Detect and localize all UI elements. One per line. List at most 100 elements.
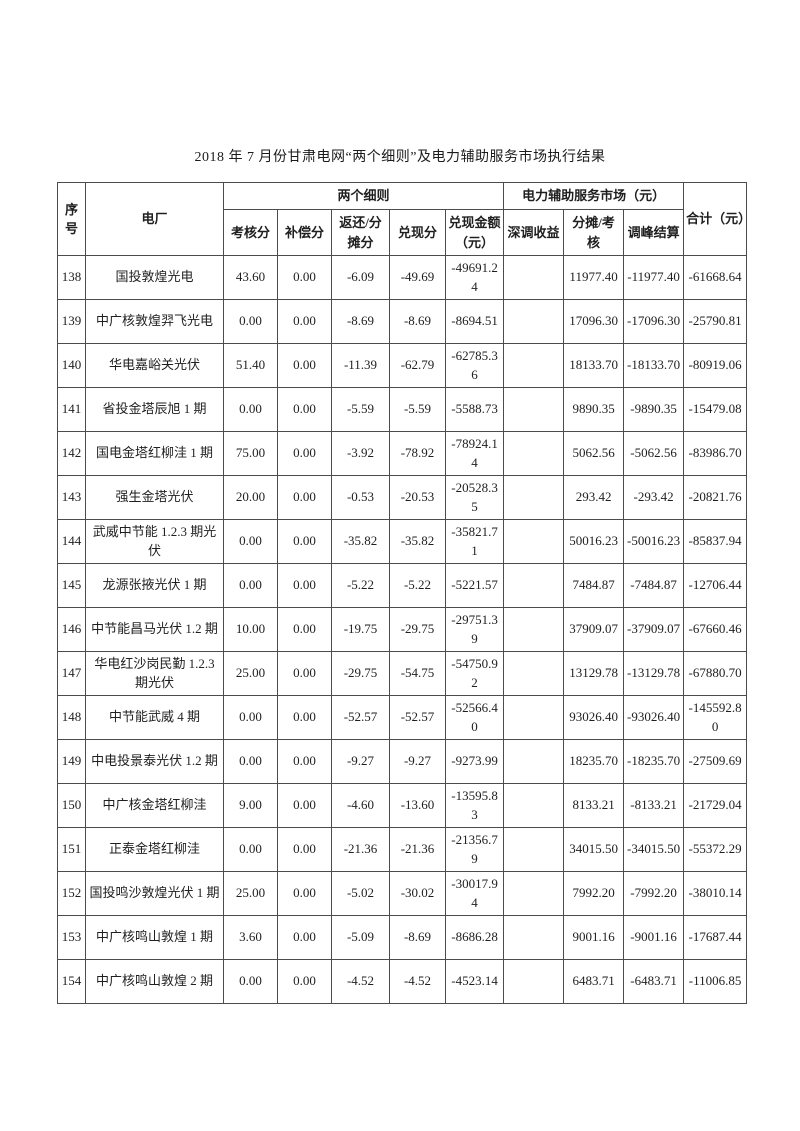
cell-cash-score: -62.79	[389, 343, 446, 388]
cell-share-assessment: 37909.07	[563, 607, 625, 652]
cell-refund-share-score: -8.69	[331, 299, 390, 344]
cell-assessment-score: 0.00	[223, 827, 278, 872]
cell-compensation-score: 0.00	[277, 563, 332, 608]
cell-plant: 华电嘉峪关光伏	[85, 343, 224, 388]
cell-refund-share-score: -21.36	[331, 827, 390, 872]
cell-share-assessment: 7484.87	[563, 563, 625, 608]
cell-total: -38010.14	[683, 871, 748, 916]
cell-plant: 中节能武威 4 期	[85, 695, 224, 740]
cell-refund-share-score: -3.92	[331, 431, 390, 476]
cell-share-assessment: 18133.70	[563, 343, 625, 388]
table-row: 153 中广核鸣山敦煌 1 期 3.60 0.00 -5.09 -8.69 -8686.28…	[57, 915, 748, 960]
cell-total: -21729.04	[683, 783, 748, 828]
cell-compensation-score: 0.00	[277, 783, 332, 828]
cell-seq: 146	[57, 607, 86, 652]
cell-deep-regulation-income	[503, 299, 565, 344]
cell-assessment-score: 25.00	[223, 651, 278, 696]
cell-cash-score: -8.69	[389, 299, 446, 344]
cell-assessment-score: 0.00	[223, 519, 278, 564]
header-peak-settlement: 调峰结算	[623, 209, 685, 256]
header-compensation-score: 补偿分	[277, 209, 332, 256]
cell-deep-regulation-income	[503, 563, 565, 608]
cell-assessment-score: 25.00	[223, 871, 278, 916]
cell-cash-amount: -52566.40	[444, 695, 505, 740]
cell-cash-score: -4.52	[389, 959, 446, 1004]
cell-deep-regulation-income	[503, 431, 565, 476]
cell-compensation-score: 0.00	[277, 871, 332, 916]
cell-compensation-score: 0.00	[277, 695, 332, 740]
table-row: 151 正泰金塔红柳洼 0.00 0.00 -21.36 -21.36 -21356.79 3…	[57, 827, 748, 872]
cell-deep-regulation-income	[503, 915, 565, 960]
cell-deep-regulation-income	[503, 695, 565, 740]
cell-cash-amount: -8686.28	[444, 915, 505, 960]
cell-peak-settlement: -50016.23	[623, 519, 685, 564]
cell-total: -27509.69	[683, 739, 748, 784]
table-row: 152 国投鸣沙敦煌光伏 1 期 25.00 0.00 -5.02 -30.02 -3001…	[57, 871, 748, 916]
cell-cash-score: -54.75	[389, 651, 446, 696]
cell-seq: 141	[57, 387, 86, 432]
cell-cash-amount: -5588.73	[444, 387, 505, 432]
document-title: 2018 年 7 月份甘肃电网“两个细则”及电力辅助服务市场执行结果	[194, 150, 606, 165]
cell-refund-share-score: -0.53	[331, 475, 390, 520]
cell-plant: 省投金塔辰旭 1 期	[85, 387, 224, 432]
cell-peak-settlement: -37909.07	[623, 607, 685, 652]
cell-cash-amount: -49691.24	[444, 255, 505, 300]
cell-peak-settlement: -6483.71	[623, 959, 685, 1004]
cell-cash-score: -8.69	[389, 915, 446, 960]
cell-seq: 140	[57, 343, 86, 388]
cell-cash-amount: -29751.39	[444, 607, 505, 652]
header-assessment-score: 考核分	[223, 209, 278, 256]
cell-seq: 148	[57, 695, 86, 740]
cell-total: -83986.70	[683, 431, 748, 476]
cell-refund-share-score: -5.22	[331, 563, 390, 608]
cell-plant: 国电金塔红柳洼 1 期	[85, 431, 224, 476]
cell-deep-regulation-income	[503, 827, 565, 872]
cell-compensation-score: 0.00	[277, 475, 332, 520]
cell-plant: 中节能昌马光伏 1.2 期	[85, 607, 224, 652]
cell-peak-settlement: -18235.70	[623, 739, 685, 784]
cell-seq: 152	[57, 871, 86, 916]
cell-assessment-score: 75.00	[223, 431, 278, 476]
cell-share-assessment: 9001.16	[563, 915, 625, 960]
cell-plant: 中广核鸣山敦煌 1 期	[85, 915, 224, 960]
cell-refund-share-score: -5.59	[331, 387, 390, 432]
cell-total: -12706.44	[683, 563, 748, 608]
cell-seq: 154	[57, 959, 86, 1004]
header-total: 合计（元）	[683, 182, 748, 256]
cell-cash-amount: -20528.35	[444, 475, 505, 520]
cell-deep-regulation-income	[503, 651, 565, 696]
cell-compensation-score: 0.00	[277, 959, 332, 1004]
cell-cash-amount: -21356.79	[444, 827, 505, 872]
cell-plant: 华电红沙岗民勤 1.2.3 期光伏	[85, 651, 224, 696]
cell-cash-score: -5.59	[389, 387, 446, 432]
cell-deep-regulation-income	[503, 871, 565, 916]
cell-seq: 138	[57, 255, 86, 300]
cell-seq: 145	[57, 563, 86, 608]
cell-compensation-score: 0.00	[277, 343, 332, 388]
cell-compensation-score: 0.00	[277, 607, 332, 652]
cell-share-assessment: 17096.30	[563, 299, 625, 344]
cell-peak-settlement: -7992.20	[623, 871, 685, 916]
cell-total: -80919.06	[683, 343, 748, 388]
cell-refund-share-score: -11.39	[331, 343, 390, 388]
cell-refund-share-score: -5.09	[331, 915, 390, 960]
cell-peak-settlement: -9001.16	[623, 915, 685, 960]
cell-assessment-score: 10.00	[223, 607, 278, 652]
cell-refund-share-score: -4.52	[331, 959, 390, 1004]
cell-peak-settlement: -293.42	[623, 475, 685, 520]
cell-compensation-score: 0.00	[277, 915, 332, 960]
cell-seq: 151	[57, 827, 86, 872]
cell-cash-score: -49.69	[389, 255, 446, 300]
cell-cash-score: -78.92	[389, 431, 446, 476]
cell-cash-amount: -5221.57	[444, 563, 505, 608]
cell-share-assessment: 50016.23	[563, 519, 625, 564]
table-row: 144 武威中节能 1.2.3 期光伏 0.00 0.00 -35.82 -35.82 -3…	[57, 519, 748, 564]
table-row: 149 中电投景泰光伏 1.2 期 0.00 0.00 -9.27 -9.27 -9273.…	[57, 739, 748, 784]
header-refund-share-score: 返还/分摊分	[331, 209, 390, 256]
cell-deep-regulation-income	[503, 607, 565, 652]
cell-assessment-score: 0.00	[223, 299, 278, 344]
cell-total: -25790.81	[683, 299, 748, 344]
cell-peak-settlement: -13129.78	[623, 651, 685, 696]
cell-assessment-score: 0.00	[223, 695, 278, 740]
cell-share-assessment: 18235.70	[563, 739, 625, 784]
